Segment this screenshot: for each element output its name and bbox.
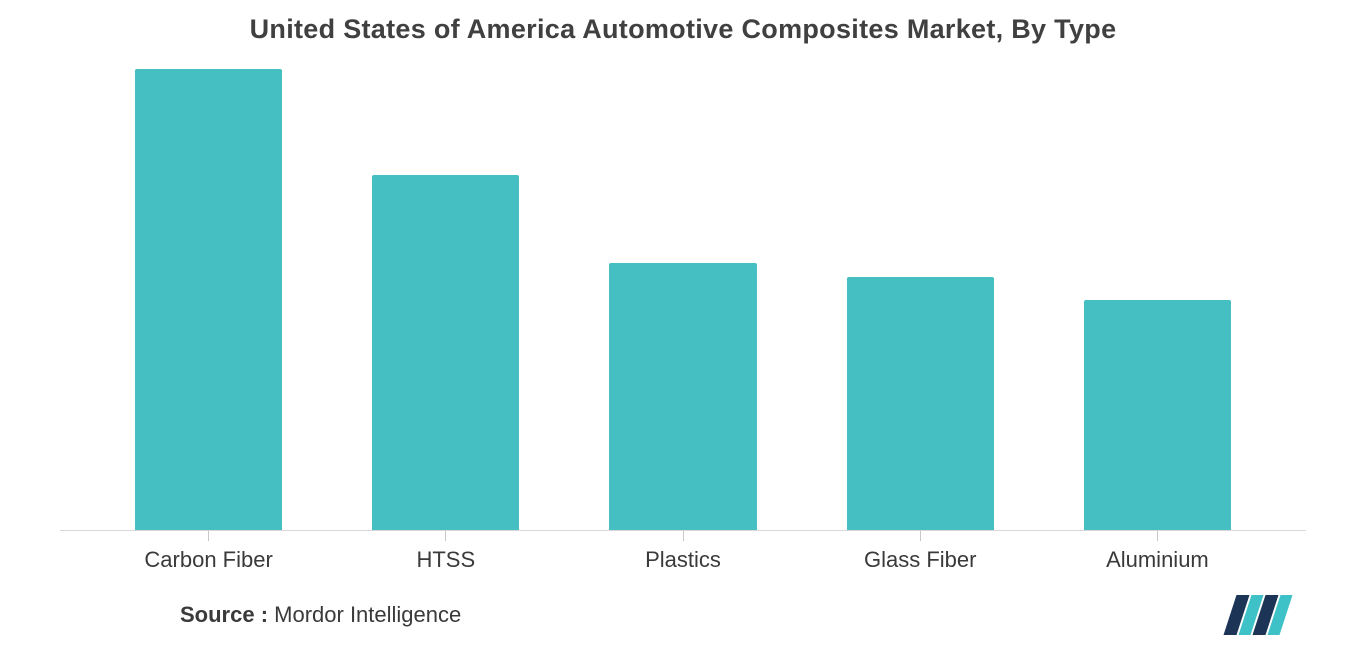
bar-slot — [327, 69, 564, 531]
x-ticks: Carbon Fiber HTSS Plastics Glass Fiber A… — [60, 531, 1306, 573]
x-tick-label: Carbon Fiber — [144, 547, 272, 573]
source-citation: Source : Mordor Intelligence — [180, 602, 461, 628]
bar-slot — [90, 69, 327, 531]
x-axis-baseline — [60, 530, 1306, 531]
bar-plastics — [609, 263, 756, 531]
bar-slot — [564, 69, 801, 531]
tick-mark — [1157, 531, 1158, 541]
chart-title: United States of America Automotive Comp… — [60, 14, 1306, 45]
x-tick-label: Plastics — [645, 547, 721, 573]
source-text: Mordor Intelligence — [268, 602, 461, 627]
bar-carbon-fiber — [135, 69, 282, 531]
chart-container: United States of America Automotive Comp… — [0, 0, 1366, 655]
tick-slot: Plastics — [564, 531, 801, 573]
tick-slot: Carbon Fiber — [90, 531, 327, 573]
bar-slot — [802, 69, 1039, 531]
bar-htss — [372, 175, 519, 531]
tick-mark — [445, 531, 446, 541]
source-label: Source : — [180, 602, 268, 627]
tick-slot: HTSS — [327, 531, 564, 573]
x-tick-label: HTSS — [416, 547, 475, 573]
bars-row — [60, 69, 1306, 531]
tick-mark — [683, 531, 684, 541]
plot-area — [60, 69, 1306, 531]
tick-mark — [920, 531, 921, 541]
x-tick-label: Glass Fiber — [864, 547, 976, 573]
bar-slot — [1039, 69, 1276, 531]
mordor-intelligence-logo-icon — [1224, 595, 1293, 635]
tick-slot: Glass Fiber — [802, 531, 1039, 573]
bar-glass-fiber — [847, 277, 994, 531]
chart-footer: Source : Mordor Intelligence — [60, 595, 1306, 635]
x-tick-label: Aluminium — [1106, 547, 1209, 573]
bar-aluminium — [1084, 300, 1231, 531]
tick-slot: Aluminium — [1039, 531, 1276, 573]
tick-mark — [208, 531, 209, 541]
